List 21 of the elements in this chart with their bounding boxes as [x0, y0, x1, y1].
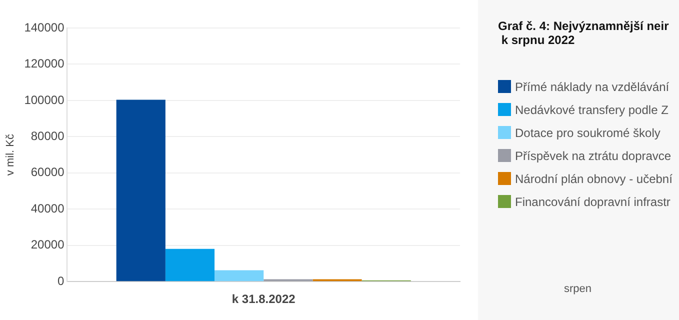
text: Graf č. 4: Nejvýznamnější neir k srpnu 2022	[498, 19, 669, 47]
y-tick-label: 120000	[24, 56, 65, 71]
y-tick-label: 100000	[24, 92, 65, 107]
y-tick-label: 0	[58, 274, 65, 288]
y-tick-label: 140000	[24, 20, 65, 34]
bar	[116, 100, 166, 282]
legend-label: Nedávkové transfery podle Z	[515, 102, 668, 116]
bar	[214, 270, 264, 282]
text: srpen	[564, 283, 592, 295]
bar	[165, 248, 215, 282]
y-tick-label: 20000	[30, 238, 65, 252]
y-tick-label: 60000	[30, 165, 65, 180]
x-tick-label: k 31.8.2022	[232, 292, 296, 306]
y-tick-label: 80000	[30, 129, 65, 143]
y-tick-label: 40000	[30, 201, 65, 216]
y-axis-title: v mil. Kč	[4, 134, 17, 176]
legend-label: Financování dopravní infrastr	[515, 194, 670, 208]
legend-label: Národní plán obnovy - učební	[515, 172, 672, 186]
legend-label: Přímé náklady na vzdělávání	[515, 80, 670, 94]
legend-label: Dotace pro soukromé školy	[515, 126, 660, 140]
legend-label: Příspěvek na ztrátu dopravce	[515, 148, 672, 162]
